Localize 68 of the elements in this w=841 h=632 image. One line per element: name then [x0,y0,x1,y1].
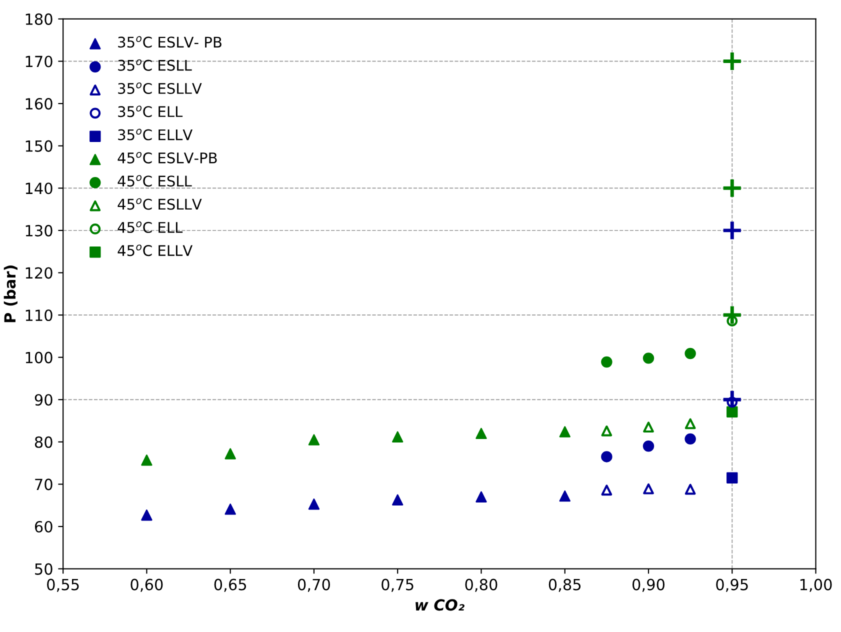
point [476,428,487,440]
x-tick-label: 0,70 [298,578,330,592]
legend-label: 45$^{o}$C ESLLV [118,198,202,210]
y-tick-label: 100 [26,352,52,364]
point [722,304,743,326]
point [308,434,320,446]
point [601,451,612,462]
point [722,220,743,241]
y-tick-label: 150 [26,140,52,152]
y-tick-label: 140 [26,182,52,194]
y-tick-label: 80 [34,436,52,448]
point [224,448,236,460]
y-tick-label: 70 [35,478,52,490]
point [642,440,654,452]
y-tick-label: 60 [34,520,52,533]
point [726,472,738,484]
point [722,178,743,199]
point [643,422,654,433]
point [684,418,696,430]
legend-label: 45$^{o}$C ELLV [118,244,193,256]
point [726,316,738,326]
point [392,494,404,506]
point [643,483,654,494]
point [726,396,738,408]
point [642,352,654,364]
legend-label: 35$^{o}$C ELLV [118,128,193,140]
x-tick-label: 0,55 [47,578,79,592]
legend-label: 35$^{o}$C ELL [118,106,183,118]
point [601,484,612,496]
point [601,425,612,436]
point [308,498,320,510]
y-tick-label: 120 [26,267,52,279]
point [559,490,570,502]
point [476,491,487,503]
point [559,426,570,438]
y-tick-label: 170 [26,56,52,68]
x-tick-label: 1,00 [800,578,832,592]
x-tick-label: 0,95 [716,578,748,592]
y-tick-label: 130 [26,224,52,236]
legend-label: 35$^{o}$C ESLLV [118,82,202,94]
y-tick-label: 50 [35,563,52,575]
legend-label: 35$^{o}$C ESLL [118,59,192,71]
point [392,431,404,442]
point [722,50,743,72]
point [684,348,696,360]
x-tick-label: 0,80 [465,578,498,592]
y-tick-label: 110 [26,309,52,322]
point [141,509,152,521]
legend-label: 45$^{o}$C ELL [118,221,183,233]
point [684,484,696,495]
x-tick-label: 0,60 [130,578,163,592]
y-tick-label: 90 [34,394,52,406]
point [601,356,612,368]
x-tick-label: 0,65 [214,578,246,592]
x-tick-label: 0,90 [632,578,664,592]
point [726,406,738,418]
legend-label: 45$^{o}$C ESLV-PB [118,152,217,164]
y-axis-title: P (bar) [4,266,18,322]
x-tick-label: 0,75 [382,578,414,592]
x-axis-title: w CO₂ [416,599,464,611]
point [141,454,152,466]
legend-label: 35$^{o}$C ESLV- PB [118,36,222,48]
point [224,504,236,515]
point [684,433,696,445]
legend-label: 45$^{o}$C ESLL [118,175,192,187]
y-tick-label: 160 [26,98,52,110]
y-tick-label: 180 [26,13,52,25]
x-tick-label: 0,85 [548,578,581,592]
